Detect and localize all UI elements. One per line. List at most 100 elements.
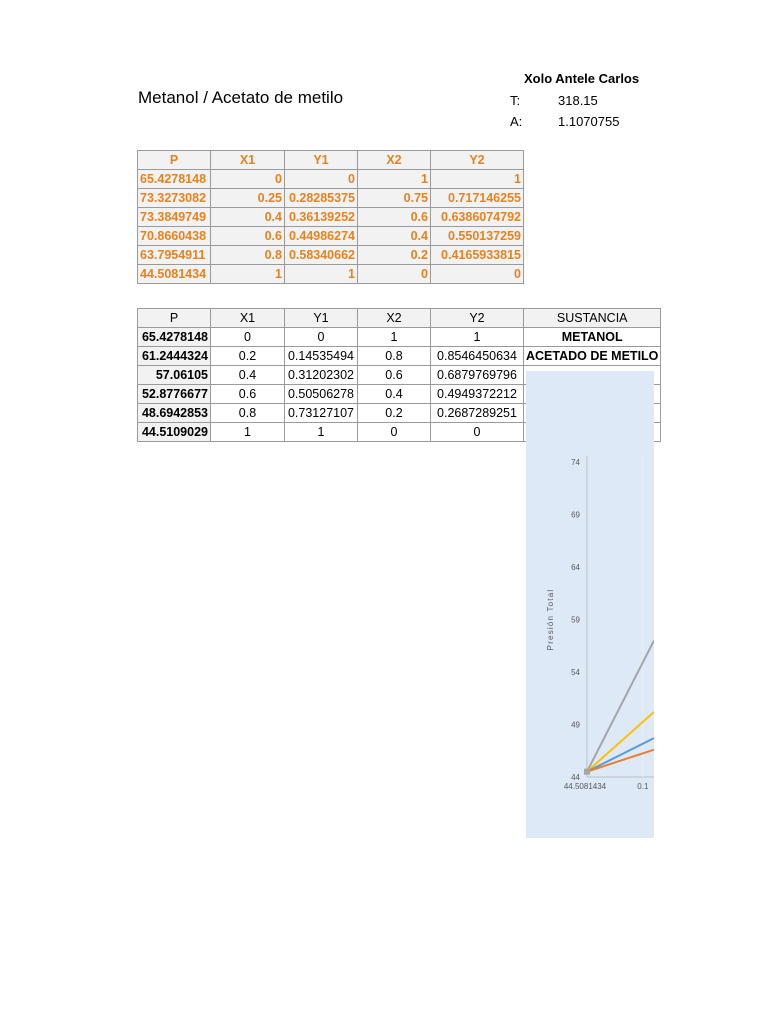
y-tick-label: 74 <box>571 458 580 467</box>
temperature-label: T: <box>510 93 521 108</box>
table-cell[interactable]: 0.25 <box>210 188 285 208</box>
table-cell[interactable]: 0.2 <box>357 403 431 423</box>
table-row: 65.4278148 0 0 1 1 METANOL <box>137 327 662 347</box>
table-cell[interactable]: 48.6942853 <box>137 403 211 423</box>
table-cell[interactable]: 1 <box>210 422 285 442</box>
table-cell[interactable]: 0.14535494 <box>284 346 358 366</box>
table-cell[interactable]: 70.8660438 <box>137 226 211 246</box>
table-cell[interactable]: 65.4278148 <box>137 327 211 347</box>
column-header: Y1 <box>284 308 358 328</box>
series-line <box>586 711 654 773</box>
table-cell[interactable]: 0.2 <box>210 346 285 366</box>
table-cell[interactable]: 0.8 <box>210 245 285 265</box>
table-cell[interactable]: 0.73127107 <box>284 403 358 423</box>
table-cell[interactable]: 0.4949372212 <box>430 384 524 404</box>
y-tick-label: 44 <box>571 773 580 782</box>
table-header-row: P X1 Y1 X2 Y2 SUSTANCIA <box>137 308 662 328</box>
table-cell[interactable]: 0 <box>210 327 285 347</box>
y-axis-title: Presión Total <box>546 589 555 651</box>
y-tick-label: 69 <box>571 511 580 520</box>
y-tick-label: 64 <box>571 563 580 572</box>
table-cell[interactable]: 0.31202302 <box>284 365 358 385</box>
table-cell[interactable]: 0.550137259 <box>430 226 524 246</box>
table-cell[interactable]: 0.8546450634 <box>430 346 524 366</box>
table-cell[interactable]: 1 <box>357 327 431 347</box>
table-row: 61.2444324 0.2 0.14535494 0.8 0.85464506… <box>137 346 662 366</box>
table-cell[interactable]: 0 <box>284 169 358 189</box>
table-cell[interactable]: 0.4 <box>210 207 285 227</box>
substance-cell[interactable]: METANOL <box>522 327 662 347</box>
table-cell[interactable]: 1 <box>284 422 358 442</box>
table-cell[interactable]: 44.5081434 <box>137 264 211 284</box>
table-cell[interactable]: 0 <box>430 264 524 284</box>
table-cell[interactable]: 0.50506278 <box>284 384 358 404</box>
page-title: Metanol / Acetato de metilo <box>138 88 344 107</box>
table-cell[interactable]: 0 <box>430 422 524 442</box>
column-header: X2 <box>357 308 431 328</box>
table-cell[interactable]: 44.5109029 <box>137 422 211 442</box>
a-parameter-label: A: <box>510 114 523 129</box>
column-header: X1 <box>210 150 285 170</box>
table-row: 44.5081434 1 1 0 0 <box>137 264 524 284</box>
table-cell[interactable]: 1 <box>430 169 524 189</box>
temperature-value: 318.15 <box>558 93 598 108</box>
table-cell[interactable]: 1 <box>430 327 524 347</box>
table-cell[interactable]: 0.28285375 <box>284 188 358 208</box>
table-cell[interactable]: 0.6386074792 <box>430 207 524 227</box>
column-header: P <box>137 308 211 328</box>
table-cell[interactable]: 73.3273082 <box>137 188 211 208</box>
table-cell[interactable]: 0.6 <box>357 365 431 385</box>
table-cell[interactable]: 0 <box>210 169 285 189</box>
table-cell[interactable]: 0 <box>357 422 431 442</box>
table-cell[interactable]: 0.44986274 <box>284 226 358 246</box>
table-row: 63.7954911 0.8 0.58340662 0.2 0.41659338… <box>137 245 524 265</box>
column-header: Y2 <box>430 308 524 328</box>
table-cell[interactable]: 0.58340662 <box>284 245 358 265</box>
table-cell[interactable]: 0.717146255 <box>430 188 524 208</box>
table-cell[interactable]: 1 <box>210 264 285 284</box>
vle-table-orange: P X1 Y1 X2 Y2 65.4278148 0 0 1 1 73.3273… <box>137 150 524 284</box>
table-cell[interactable]: 65.4278148 <box>137 169 211 189</box>
table-cell[interactable]: 0.6879769796 <box>430 365 524 385</box>
y-tick-label: 54 <box>571 668 580 677</box>
table-cell[interactable]: 0 <box>284 327 358 347</box>
table-row: 70.8660438 0.6 0.44986274 0.4 0.55013725… <box>137 226 524 246</box>
series-line <box>586 737 654 773</box>
table-row: 73.3849749 0.4 0.36139252 0.6 0.63860747… <box>137 207 524 227</box>
table-cell[interactable]: 0.6 <box>210 226 285 246</box>
series-line <box>586 748 654 773</box>
substance-cell[interactable]: ACETADO DE METILO <box>522 346 662 366</box>
table-cell[interactable]: 0.4 <box>357 226 431 246</box>
table-cell[interactable]: 0.4 <box>357 384 431 404</box>
table-cell[interactable]: 0.6 <box>357 207 431 227</box>
table-cell[interactable]: 63.7954911 <box>137 245 211 265</box>
column-header: P <box>137 150 211 170</box>
table-cell[interactable]: 0.36139252 <box>284 207 358 227</box>
y-tick-label: 49 <box>571 721 580 730</box>
table-cell[interactable]: 0.8 <box>210 403 285 423</box>
data-point-marker <box>584 768 590 775</box>
table-cell[interactable]: 0 <box>357 264 431 284</box>
table-cell[interactable]: 0.4 <box>210 365 285 385</box>
table-cell[interactable]: 1 <box>284 264 358 284</box>
column-header: X1 <box>210 308 285 328</box>
table-cell[interactable]: 0.6 <box>210 384 285 404</box>
table-cell[interactable]: 0.4165933815 <box>430 245 524 265</box>
table-cell[interactable]: 1 <box>357 169 431 189</box>
table-cell[interactable]: 0.75 <box>357 188 431 208</box>
pressure-chart[interactable]: 74 69 64 59 54 49 44 0.1 44.5081434 Presión Total <box>526 371 654 838</box>
table-cell[interactable]: 0.2687289251 <box>430 403 524 423</box>
table-cell[interactable]: 73.3849749 <box>137 207 211 227</box>
column-header: Y2 <box>430 150 524 170</box>
table-cell[interactable]: 0.8 <box>357 346 431 366</box>
x-tick-label: 44.5081434 <box>564 782 607 791</box>
table-cell[interactable]: 0.2 <box>357 245 431 265</box>
table-cell[interactable]: 52.8776677 <box>137 384 211 404</box>
x-tick-label: 0.1 <box>637 782 649 791</box>
series-line <box>586 640 654 773</box>
table-cell[interactable]: 57.06105 <box>137 365 211 385</box>
column-header: SUSTANCIA <box>522 308 662 328</box>
table-row: 73.3273082 0.25 0.28285375 0.75 0.717146… <box>137 188 524 208</box>
a-parameter-value: 1.1070755 <box>558 114 620 129</box>
table-cell[interactable]: 61.2444324 <box>137 346 211 366</box>
